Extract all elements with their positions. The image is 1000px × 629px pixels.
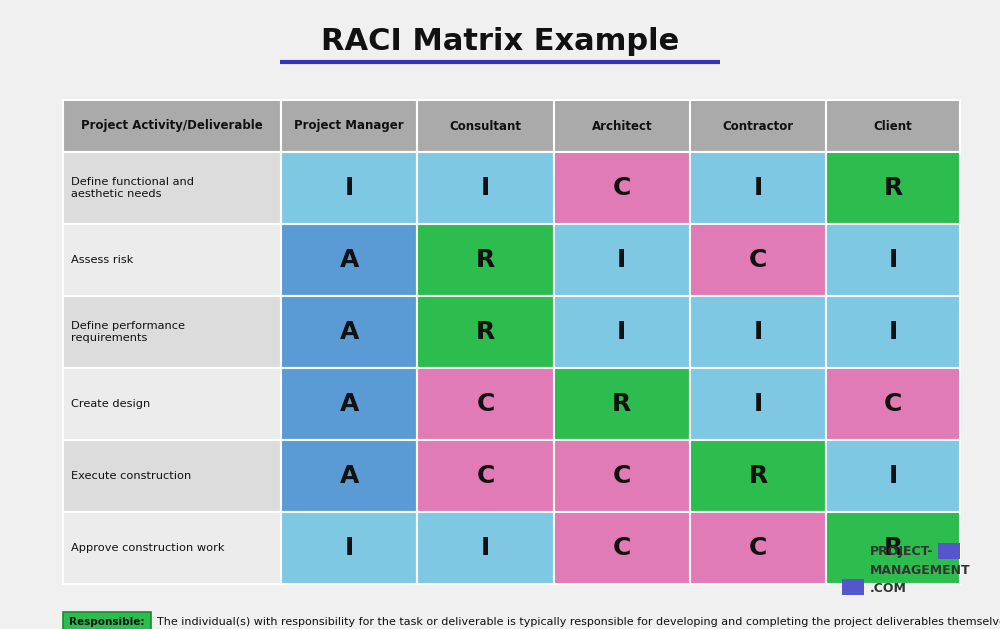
Bar — [826, 512, 960, 584]
Text: Execute construction: Execute construction — [71, 471, 191, 481]
Text: PROJECT-: PROJECT- — [870, 545, 934, 559]
Text: I: I — [754, 176, 763, 200]
Text: Client: Client — [874, 120, 913, 133]
Bar — [63, 368, 281, 440]
Text: R: R — [612, 392, 631, 416]
Bar — [281, 368, 417, 440]
Text: Project Manager: Project Manager — [294, 120, 404, 133]
Bar — [554, 440, 690, 512]
Text: A: A — [339, 320, 359, 344]
Bar — [842, 579, 864, 595]
Bar — [826, 100, 960, 152]
Bar — [281, 296, 417, 368]
Text: A: A — [339, 392, 359, 416]
Text: Define performance
requirements: Define performance requirements — [71, 321, 185, 343]
Text: I: I — [889, 464, 898, 488]
Text: .COM: .COM — [870, 581, 907, 594]
Bar — [554, 152, 690, 224]
Bar — [281, 224, 417, 296]
Text: I: I — [345, 536, 354, 560]
Bar — [63, 152, 281, 224]
Bar — [690, 152, 826, 224]
Bar — [417, 296, 554, 368]
Bar — [554, 368, 690, 440]
Text: R: R — [884, 536, 903, 560]
Bar — [281, 100, 417, 152]
Text: C: C — [613, 464, 631, 488]
Text: I: I — [481, 176, 490, 200]
Bar — [826, 368, 960, 440]
Text: I: I — [345, 176, 354, 200]
Text: C: C — [749, 248, 767, 272]
Bar — [554, 512, 690, 584]
Bar — [63, 296, 281, 368]
Bar — [690, 512, 826, 584]
Text: Project Activity/Deliverable: Project Activity/Deliverable — [81, 120, 263, 133]
Bar — [63, 512, 281, 584]
Bar — [826, 440, 960, 512]
Bar — [63, 224, 281, 296]
Bar — [826, 152, 960, 224]
Bar — [417, 100, 554, 152]
Text: Architect: Architect — [592, 120, 652, 133]
Bar — [63, 100, 281, 152]
Text: R: R — [884, 176, 903, 200]
Text: Contractor: Contractor — [723, 120, 794, 133]
Text: C: C — [749, 536, 767, 560]
Text: Define functional and
aesthetic needs: Define functional and aesthetic needs — [71, 177, 194, 199]
Text: Approve construction work: Approve construction work — [71, 543, 224, 553]
Bar — [417, 152, 554, 224]
Text: C: C — [476, 464, 495, 488]
Text: R: R — [476, 320, 495, 344]
Text: I: I — [889, 320, 898, 344]
Bar — [690, 440, 826, 512]
Text: I: I — [481, 536, 490, 560]
Bar — [281, 440, 417, 512]
Text: I: I — [617, 320, 626, 344]
Bar — [690, 296, 826, 368]
Text: C: C — [613, 176, 631, 200]
Text: A: A — [339, 464, 359, 488]
Text: MANAGEMENT: MANAGEMENT — [870, 564, 971, 577]
Bar — [826, 296, 960, 368]
Text: The individual(s) with responsibility for the task or deliverable is typically r: The individual(s) with responsibility fo… — [157, 617, 1000, 627]
Text: Create design: Create design — [71, 399, 150, 409]
Bar — [690, 368, 826, 440]
Text: I: I — [617, 248, 626, 272]
Text: R: R — [749, 464, 768, 488]
Text: C: C — [476, 392, 495, 416]
Text: Consultant: Consultant — [449, 120, 521, 133]
Bar — [826, 224, 960, 296]
Text: Assess risk: Assess risk — [71, 255, 133, 265]
Bar — [281, 152, 417, 224]
Bar — [63, 440, 281, 512]
Bar — [417, 368, 554, 440]
Bar — [417, 512, 554, 584]
Text: I: I — [754, 392, 763, 416]
Text: A: A — [339, 248, 359, 272]
Bar — [554, 296, 690, 368]
Bar — [417, 440, 554, 512]
Text: R: R — [476, 248, 495, 272]
Text: C: C — [613, 536, 631, 560]
Text: RACI Matrix Example: RACI Matrix Example — [321, 28, 679, 57]
Bar — [417, 224, 554, 296]
Text: I: I — [889, 248, 898, 272]
Bar — [938, 543, 960, 559]
Text: C: C — [884, 392, 902, 416]
Bar — [554, 100, 690, 152]
Bar — [63, 612, 151, 629]
Bar — [554, 224, 690, 296]
Bar — [690, 100, 826, 152]
Text: Responsible:: Responsible: — [69, 617, 145, 627]
Bar — [281, 512, 417, 584]
Text: I: I — [754, 320, 763, 344]
Bar — [690, 224, 826, 296]
